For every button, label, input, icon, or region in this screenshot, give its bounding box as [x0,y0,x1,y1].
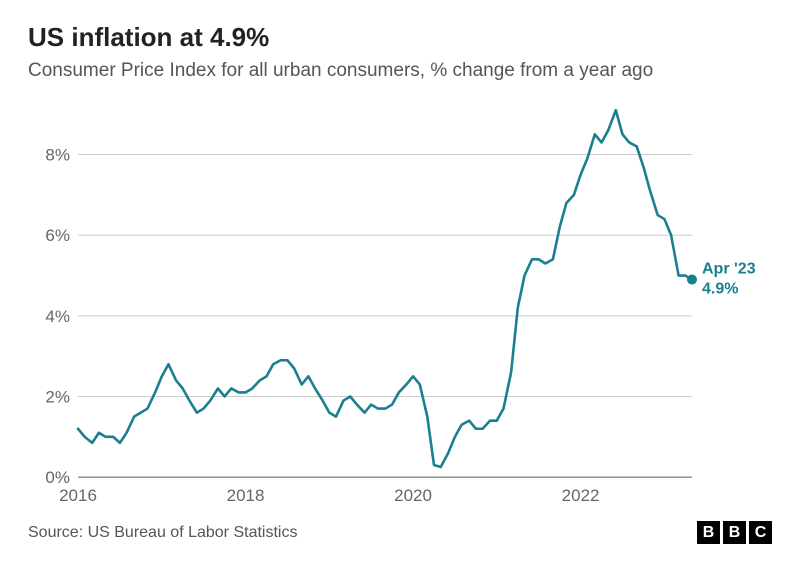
svg-text:0%: 0% [45,468,70,487]
svg-text:2022: 2022 [562,486,600,505]
svg-text:8%: 8% [45,145,70,164]
svg-text:2018: 2018 [227,486,265,505]
svg-text:4%: 4% [45,307,70,326]
chart-title: US inflation at 4.9% [28,22,772,53]
svg-text:2016: 2016 [59,486,97,505]
svg-text:6%: 6% [45,226,70,245]
chart-subtitle: Consumer Price Index for all urban consu… [28,59,772,84]
line-chart-svg: 0% 2% 4% 6% 8% 2016 2018 2020 2022 Apr '23 4.9% [28,98,772,511]
svg-text:2020: 2020 [394,486,432,505]
chart-card: US inflation at 4.9% Consumer Price Inde… [0,0,800,562]
svg-text:4.9%: 4.9% [702,280,738,297]
bbc-logo-box: C [749,521,772,544]
svg-text:2%: 2% [45,387,70,406]
bbc-logo: BBC [697,521,772,544]
source-text: Source: US Bureau of Labor Statistics [28,524,297,542]
chart-footer: Source: US Bureau of Labor Statistics BB… [28,521,772,544]
svg-text:Apr '23: Apr '23 [702,260,756,277]
bbc-logo-box: B [697,521,720,544]
chart-area: 0% 2% 4% 6% 8% 2016 2018 2020 2022 Apr '23 4.9% [28,98,772,511]
bbc-logo-box: B [723,521,746,544]
